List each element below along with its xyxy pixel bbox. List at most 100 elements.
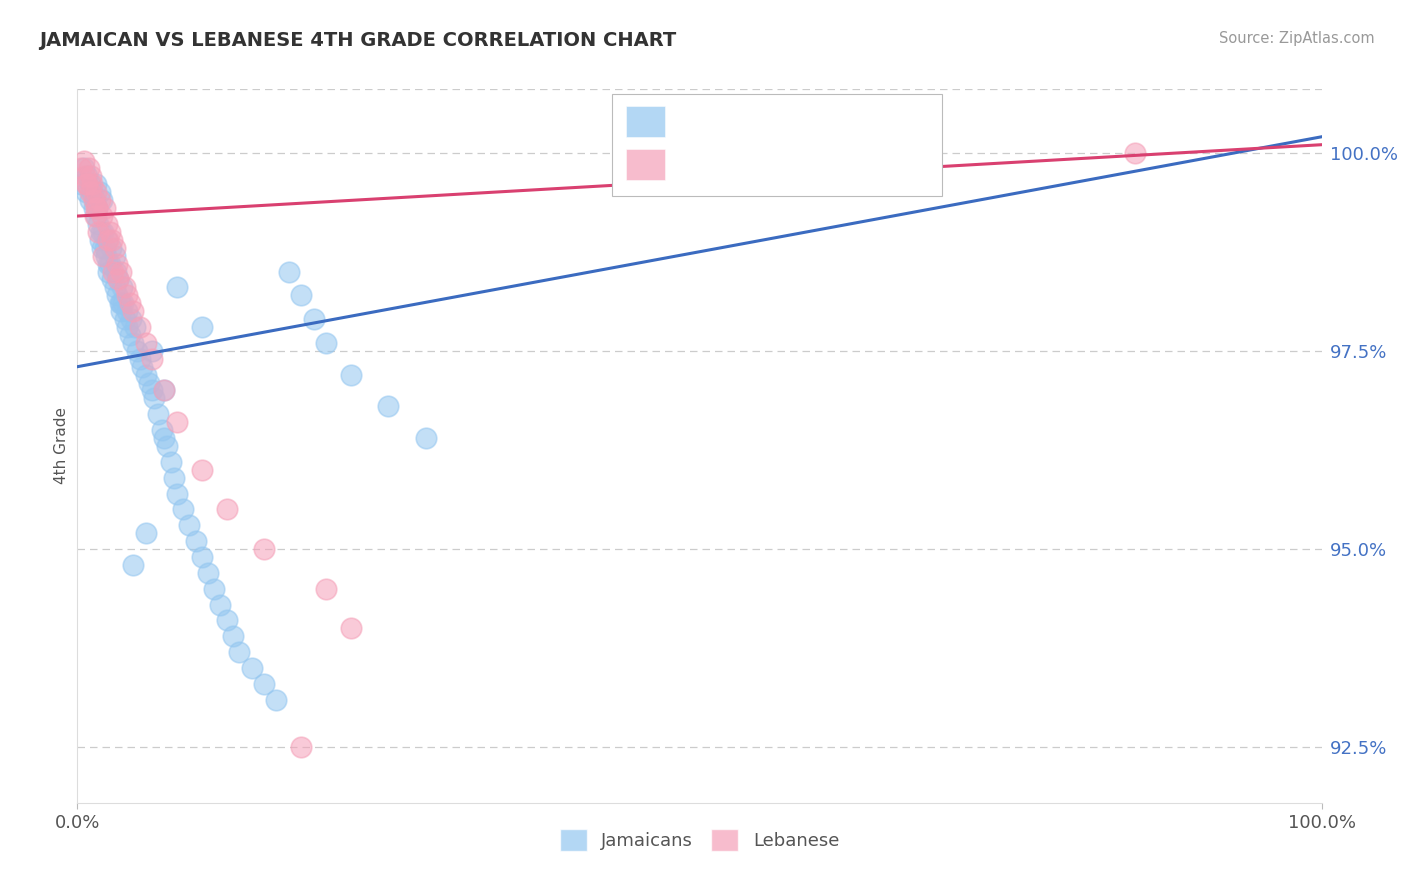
Point xyxy=(83,201,105,215)
Point xyxy=(87,217,110,231)
Point xyxy=(253,542,276,557)
Point xyxy=(93,225,115,239)
Point xyxy=(122,335,145,350)
Point xyxy=(84,201,107,215)
Point xyxy=(84,209,107,223)
Point xyxy=(79,186,101,200)
Point xyxy=(191,549,214,564)
Point xyxy=(415,431,437,445)
Point xyxy=(118,296,141,310)
Point xyxy=(96,217,118,231)
Point xyxy=(209,598,232,612)
Point xyxy=(114,312,136,326)
Point xyxy=(191,463,214,477)
Point xyxy=(138,376,160,390)
Point xyxy=(87,225,110,239)
Point xyxy=(222,629,245,643)
Point xyxy=(108,296,131,310)
Point xyxy=(184,534,207,549)
Point xyxy=(97,264,120,278)
Point xyxy=(156,439,179,453)
Point xyxy=(110,264,132,278)
Point xyxy=(115,320,138,334)
Point xyxy=(122,558,145,572)
Point xyxy=(290,288,312,302)
Text: JAMAICAN VS LEBANESE 4TH GRADE CORRELATION CHART: JAMAICAN VS LEBANESE 4TH GRADE CORRELATI… xyxy=(39,31,676,50)
Point xyxy=(124,320,146,334)
Point xyxy=(70,161,93,176)
Point xyxy=(115,304,138,318)
Point xyxy=(315,582,337,596)
Text: R = 0.158   N = 44: R = 0.158 N = 44 xyxy=(678,154,848,172)
Point xyxy=(97,257,120,271)
Point xyxy=(104,280,127,294)
Point xyxy=(107,272,129,286)
Point xyxy=(105,288,128,302)
Legend: Jamaicans, Lebanese: Jamaicans, Lebanese xyxy=(553,822,846,858)
Point xyxy=(101,233,124,247)
Point xyxy=(112,296,135,310)
Point xyxy=(70,178,93,192)
Point xyxy=(83,209,105,223)
Point xyxy=(143,392,166,406)
Point xyxy=(377,400,399,414)
Point xyxy=(148,407,170,421)
Point xyxy=(115,288,138,302)
Point xyxy=(98,225,121,239)
Point xyxy=(103,264,125,278)
Point xyxy=(82,186,104,200)
Point xyxy=(77,161,100,176)
Y-axis label: 4th Grade: 4th Grade xyxy=(53,408,69,484)
Point xyxy=(197,566,219,580)
Point xyxy=(93,249,115,263)
Point xyxy=(153,384,176,398)
Point xyxy=(79,193,101,207)
Point xyxy=(97,233,120,247)
Point xyxy=(110,296,132,310)
Point xyxy=(80,169,103,184)
Point xyxy=(340,621,363,635)
Point xyxy=(118,328,141,343)
Point xyxy=(153,431,176,445)
Point xyxy=(98,257,121,271)
Point xyxy=(91,209,114,223)
Point xyxy=(253,677,276,691)
Point xyxy=(72,153,94,168)
Point xyxy=(83,193,105,207)
Point xyxy=(135,526,157,541)
Point xyxy=(202,582,225,596)
Point xyxy=(104,241,127,255)
Point xyxy=(215,614,238,628)
Point xyxy=(302,312,325,326)
Point xyxy=(1123,145,1146,160)
Point xyxy=(135,335,157,350)
Point xyxy=(114,280,136,294)
Point xyxy=(128,320,150,334)
Point xyxy=(93,241,115,255)
Point xyxy=(159,455,181,469)
Point xyxy=(125,343,148,358)
Point xyxy=(73,169,96,184)
Point xyxy=(128,351,150,366)
Point xyxy=(84,178,107,192)
Point xyxy=(240,661,263,675)
Point xyxy=(104,249,127,263)
Point xyxy=(111,280,134,294)
Point xyxy=(120,312,142,326)
Point xyxy=(215,502,238,516)
Point xyxy=(89,193,111,207)
Point xyxy=(96,233,118,247)
Point xyxy=(89,233,111,247)
Point xyxy=(76,169,98,184)
Point xyxy=(89,186,111,200)
Point xyxy=(75,178,97,192)
Point xyxy=(90,225,112,239)
Point xyxy=(228,645,250,659)
Point xyxy=(141,384,163,398)
Point xyxy=(141,343,163,358)
Point xyxy=(131,359,153,374)
Point xyxy=(163,471,186,485)
Point xyxy=(179,518,201,533)
Point xyxy=(93,201,115,215)
Point xyxy=(86,201,108,215)
